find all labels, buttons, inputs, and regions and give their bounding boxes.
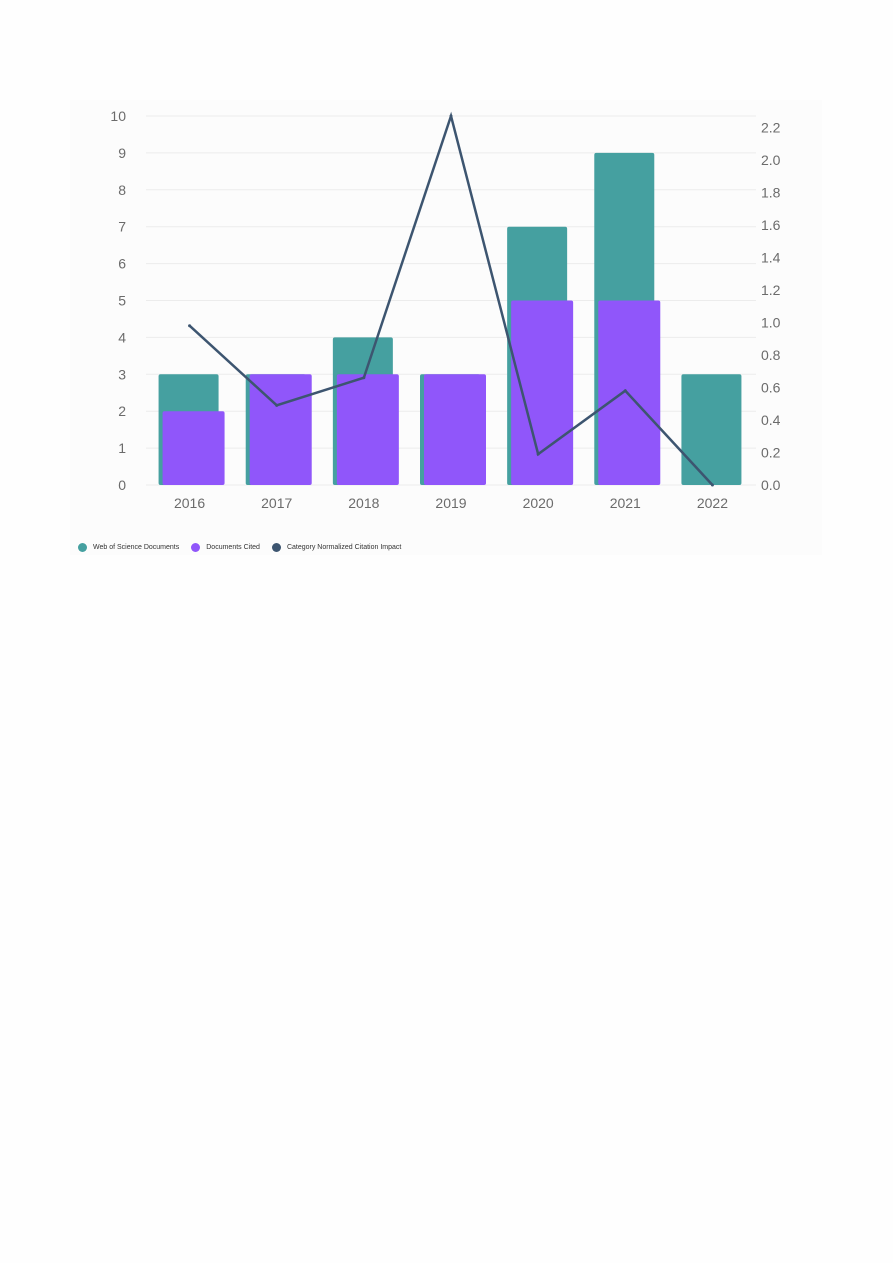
x-tick-label: 2020 [523, 495, 554, 511]
point-category-normalized-citation-impact [188, 324, 192, 328]
y-right-tick-label: 0.2 [761, 444, 781, 460]
y-left-tick-label: 10 [110, 108, 126, 124]
combo-chart: 0 1 2 3 4 5 6 7 8 9 10 0.0 0.2 0.4 0.6 0.8 1.0 1.2 1.4 1.6 1… [110, 108, 780, 511]
y-right-tick-label: 2.0 [761, 152, 781, 168]
y-left-tick-label: 8 [118, 182, 126, 198]
y-right-tick-label: 1.6 [761, 217, 781, 233]
y-left-tick-label: 2 [118, 403, 126, 419]
point-category-normalized-citation-impact [536, 452, 540, 456]
y-right-tick-label: 1.4 [761, 249, 781, 265]
point-category-normalized-citation-impact [623, 389, 627, 393]
legend-item-cnci[interactable]: Category Normalized Citation Impact [271, 543, 402, 552]
point-category-normalized-citation-impact [710, 483, 714, 487]
y-right-tick-label: 2.2 [761, 119, 781, 135]
bars [158, 152, 742, 485]
legend-item-wos[interactable]: Web of Science Documents [78, 543, 179, 552]
legend-label-cited: Documents Cited [206, 544, 260, 551]
bar-documents-cited [162, 411, 225, 485]
y-left-tick-label: 4 [118, 329, 126, 345]
axes: 0 1 2 3 4 5 6 7 8 9 10 0.0 0.2 0.4 0.6 0.8 1.0 1.2 1.4 1.6 1… [110, 108, 780, 511]
point-category-normalized-citation-impact [449, 114, 453, 118]
y-left-tick-label: 7 [118, 219, 126, 235]
y-left-tick-label: 0 [118, 477, 126, 493]
y-right-tick-label: 0.6 [761, 379, 781, 395]
x-tick-label: 2022 [697, 495, 728, 511]
bar-documents-cited [249, 374, 312, 485]
impact-line [188, 111, 714, 487]
legend-item-cited[interactable]: Documents Cited [191, 543, 260, 552]
point-category-normalized-citation-impact [362, 376, 366, 380]
y-right-tick-label: 1.8 [761, 184, 781, 200]
bar-web-of-science-documents [681, 374, 742, 485]
y-right-tick-label: 1.2 [761, 282, 781, 298]
y-left-tick-label: 9 [118, 145, 126, 161]
x-tick-label: 2021 [610, 495, 641, 511]
bar-documents-cited [511, 300, 574, 485]
x-tick-label: 2019 [435, 495, 466, 511]
point-category-normalized-citation-impact [275, 403, 279, 407]
y-right-tick-label: 0.4 [761, 412, 781, 428]
y-left-tick-label: 6 [118, 256, 126, 272]
legend-label-cnci: Category Normalized Citation Impact [286, 544, 402, 551]
y-right-tick-label: 0.8 [761, 347, 781, 363]
chart-panel: 0 1 2 3 4 5 6 7 8 9 10 0.0 0.2 0.4 0.6 0.8 1.0 1.2 1.4 1.6 1… [70, 100, 822, 555]
legend-label-wos: Web of Science Documents [93, 544, 180, 551]
y-right-tick-label: 0.0 [761, 477, 781, 493]
x-tick-label: 2018 [348, 495, 379, 511]
y-left-tick-label: 5 [118, 293, 126, 309]
legend: Web of Science Documents Documents Cited… [78, 543, 401, 552]
bar-documents-cited [336, 374, 399, 485]
legend-swatch-cited [191, 543, 201, 552]
bar-documents-cited [598, 300, 661, 485]
x-tick-label: 2017 [261, 495, 292, 511]
bar-documents-cited [424, 374, 486, 485]
x-tick-label: 2016 [174, 495, 205, 511]
y-right-tick-label: 1.0 [761, 314, 781, 330]
legend-swatch-cnci [271, 543, 281, 552]
y-left-tick-label: 1 [118, 440, 126, 456]
y-left-tick-label: 3 [118, 366, 126, 382]
legend-swatch-wos [78, 543, 87, 552]
